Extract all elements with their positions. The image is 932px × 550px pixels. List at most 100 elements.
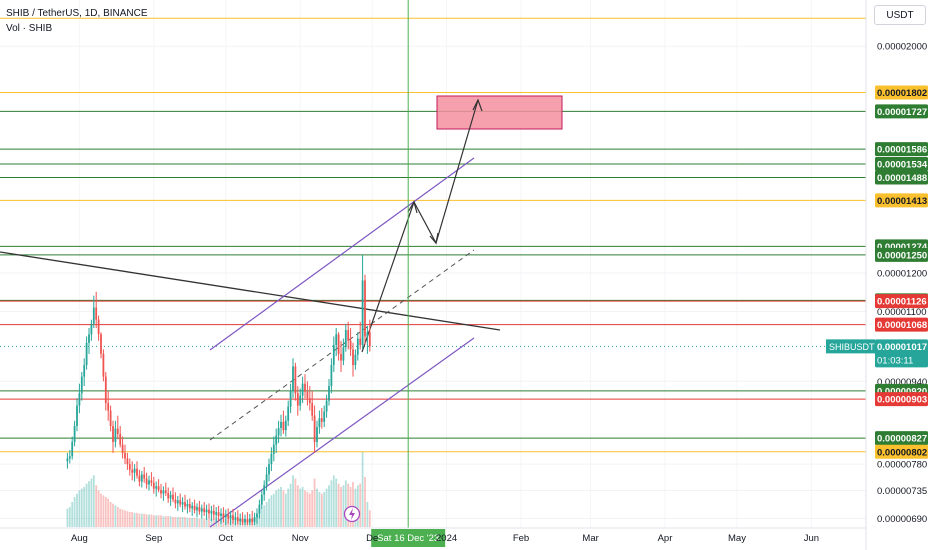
crosshair-date-label: Sat 16 Dec '23 [377,533,439,544]
volume-bar [131,512,134,527]
candle-body [68,456,71,459]
candle-body [287,406,290,421]
candle-body [97,319,100,335]
level-label-bg [875,317,928,332]
price-tick-label: 0.00000735 [877,486,927,497]
time-tick-label: Apr [658,533,673,544]
volume-bar [102,495,105,527]
volume-bar [71,502,74,527]
volume-bar [342,485,345,527]
volume-bar [368,510,371,527]
candle-body [119,433,122,445]
candle-body [323,411,326,422]
candle-body [359,338,362,346]
volume-bar [174,517,177,527]
x-axis: AugSepOctNovDe2024FebMarAprMayJunJul [0,527,889,544]
candlestick-series [66,254,371,525]
level-label-bg [875,247,928,262]
projection-path[interactable] [361,99,479,353]
volume-bar [85,483,88,527]
candle-body [325,400,328,412]
candle-body [227,514,230,519]
volume-bar [179,517,182,527]
volume-indicator-label[interactable]: Vol · SHIB [6,23,53,34]
volume-bar [188,517,191,527]
candle-body [208,509,210,514]
candle-body [196,507,198,511]
candle-body [157,486,160,490]
horizontal-level-lines [0,17,866,453]
volume-bar [169,516,172,527]
candle-body [251,518,254,522]
currency-button[interactable]: USDT [874,5,926,25]
level-label: 0.00000827 [877,434,927,445]
candle-body [203,508,206,513]
candle-body [260,494,263,505]
candle-body [352,349,354,366]
level-label: 0.00001802 [877,88,927,99]
candle-body [133,468,136,473]
volume-bar [83,487,86,527]
channel-lower-line[interactable] [209,337,475,528]
time-tick-label: May [728,533,746,544]
volume-bar [208,518,210,527]
candle-body [78,393,81,406]
volume-bar [287,488,290,527]
symbol-title[interactable]: SHIB / TetherUS, 1D, BINANCE [6,8,148,19]
candle-body [263,485,266,495]
volume-bar [145,514,148,527]
level-label: 0.00001534 [877,159,928,170]
time-tick-label: Jun [804,533,819,544]
volume-bar [193,517,196,527]
volume-bar [104,497,107,527]
volume-bar [272,493,275,527]
event-marker[interactable] [343,505,361,523]
price-axis[interactable]: 0.00002000 0.00001200 0.00001100 0.00000940… [865,0,932,550]
channel-median-line[interactable] [209,249,475,441]
candle-body [220,513,222,516]
volume-bar [325,488,328,527]
volume-bar [157,515,160,527]
candle-body [140,474,143,482]
volume-bar [335,478,338,527]
candle-body [164,490,167,493]
time-tick-label: Nov [292,533,309,544]
volume-bar [95,485,98,527]
candle-body [83,365,86,377]
time-tick-label: Feb [513,533,529,544]
candle-body [349,340,352,350]
candle-body [126,458,129,465]
candle-body [335,334,338,346]
volume-bar [316,488,318,527]
candle-body [104,376,107,404]
target-zone-box[interactable] [436,95,563,130]
level-label-bg [875,170,928,185]
volume-bar [210,518,213,527]
descending-trendline[interactable] [0,251,501,331]
volume-bar [138,513,141,527]
volume-bar [340,487,342,527]
level-label: 0.00000802 [877,447,927,458]
candle-body [306,391,309,399]
candle-body [191,505,194,509]
channel-upper-line[interactable] [209,157,475,351]
volume-bar [114,505,117,527]
symbol-badge: SHIBUSDT [829,342,875,352]
volume-bar [320,493,323,527]
countdown-label: 01:03:11 [877,355,913,366]
volume-bar [78,490,81,527]
volume-bar [176,517,179,527]
projection-arrow-1-icon [407,200,418,214]
time-tick-label: Mar [582,533,598,544]
candle-body [212,510,215,515]
candle-body [282,421,285,431]
candle-body [116,428,119,434]
candle-body [292,366,294,391]
candle-body [253,517,256,522]
volume-bar [217,518,220,527]
chart-legend: SHIB / TetherUS, 1D, BINANCE Vol · SHIB [6,6,148,36]
candle-body [160,489,162,494]
volume-bar [282,490,285,527]
volume-bar [212,518,215,527]
